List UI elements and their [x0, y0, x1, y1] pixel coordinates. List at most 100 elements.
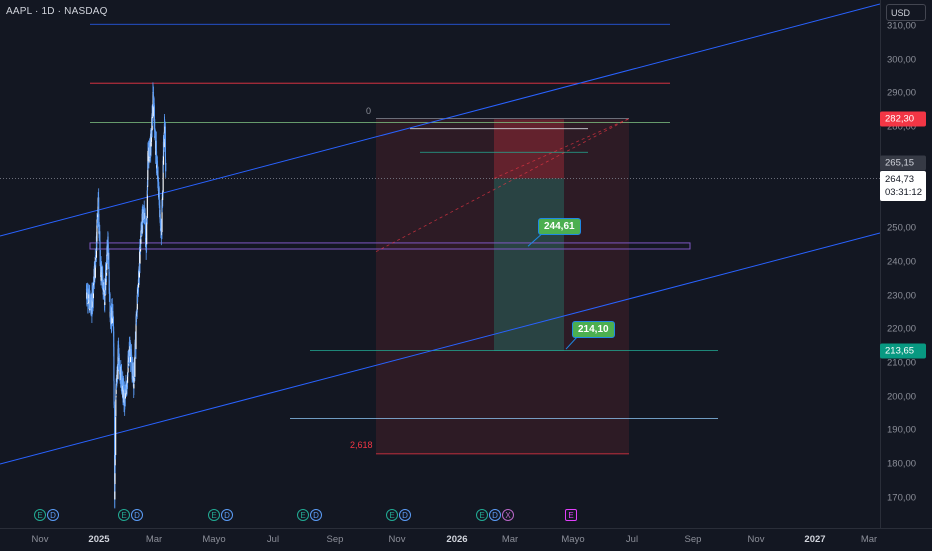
candle-body — [147, 150, 149, 162]
earnings-icon[interactable]: E — [386, 509, 398, 521]
price-tick-label: 210,00 — [887, 357, 917, 369]
candle-body — [156, 162, 158, 165]
callout-pointer-lower — [565, 335, 579, 350]
support-zone — [89, 242, 691, 250]
price-tick-label: 190,00 — [887, 424, 917, 436]
candle-body — [139, 251, 141, 264]
price-chart[interactable] — [0, 0, 880, 528]
target-callout-upper[interactable]: 244,61 — [538, 218, 581, 235]
candle-body — [138, 278, 140, 288]
candle-body — [151, 116, 154, 119]
price-tick-label: 180,00 — [887, 458, 917, 470]
currency-button[interactable]: USD — [886, 4, 926, 21]
candle-body — [158, 194, 160, 206]
candle-body — [99, 240, 101, 257]
candle-body — [162, 192, 164, 201]
candle-body — [157, 175, 159, 186]
candle-body — [114, 404, 116, 481]
channel-upper-line — [0, 3, 880, 237]
candle-body — [92, 301, 94, 308]
candle-body — [150, 141, 152, 147]
candle-body — [164, 126, 166, 165]
candle-body — [119, 371, 121, 375]
chart-canvas[interactable]: AAPL · 1D · NASDAQ 0 2,618 244,61 214,10… — [0, 0, 880, 528]
earnings-icon[interactable]: E — [34, 509, 46, 521]
candle-body — [117, 356, 119, 379]
candle-body — [159, 222, 161, 227]
time-axis-label: Mar — [860, 534, 878, 545]
earnings-icon[interactable]: E — [476, 509, 488, 521]
dividend-icon[interactable]: D — [47, 509, 59, 521]
target-callout-lower[interactable]: 214,10 — [572, 321, 615, 338]
candle-body — [162, 160, 164, 193]
price-tick-label: 280,00 — [887, 121, 917, 133]
candle-body — [145, 228, 147, 246]
candle-body — [114, 484, 116, 500]
candle-body — [161, 232, 163, 236]
candle-body — [108, 252, 110, 267]
time-axis[interactable]: Nov 2025 Mar Mayo Jul Sep Nov 2026 Mar Mayo Jul Sep… — [0, 528, 932, 551]
risk-zone — [494, 119, 564, 179]
price-axis[interactable]: 310,00300,00290,00280,00270,00260,00250,… — [880, 0, 932, 528]
time-axis-label: 2025 — [88, 534, 110, 545]
earnings-icon[interactable]: E — [297, 509, 309, 521]
price-tick-label: 250,00 — [887, 222, 917, 234]
candle-body — [165, 162, 167, 172]
candle-body — [112, 311, 114, 317]
candle-body — [135, 320, 137, 350]
candle-body — [89, 300, 91, 306]
symbol-title[interactable]: AAPL · 1D · NASDAQ — [6, 6, 108, 17]
bar-countdown: 03:31:12 — [885, 187, 922, 198]
price-badge-entry: 265,15 — [880, 155, 926, 171]
candle-body — [89, 294, 91, 302]
candle-body — [113, 380, 115, 405]
candle-body — [114, 455, 116, 466]
candle-body — [86, 292, 88, 299]
price-badge-stop: 282,30 — [880, 111, 926, 127]
event-markers-7[interactable]: E — [565, 509, 577, 523]
dividend-icon[interactable]: D — [399, 509, 411, 521]
candle-body — [106, 245, 108, 256]
dividend-icon[interactable]: D — [489, 509, 501, 521]
candle-body — [140, 228, 142, 231]
price-tick-label: 200,00 — [887, 391, 917, 403]
upcoming-earnings-icon[interactable]: E — [565, 509, 577, 521]
candle-body — [106, 270, 108, 276]
candle-body — [131, 372, 133, 377]
candle-body — [146, 190, 148, 219]
dividend-icon[interactable]: D — [221, 509, 233, 521]
dividend-icon[interactable]: D — [310, 509, 322, 521]
price-tick-label: 310,00 — [887, 20, 917, 32]
stop-loss-zone — [376, 119, 629, 454]
earnings-icon[interactable]: E — [208, 509, 220, 521]
candle-body — [150, 129, 152, 142]
candle-body — [146, 220, 148, 245]
candle-body — [148, 147, 150, 163]
time-axis-label: 2027 — [804, 534, 826, 545]
candle-body — [128, 357, 130, 363]
time-axis-label: Jul — [625, 534, 639, 545]
channel-lower-line — [0, 232, 880, 465]
earnings-icon[interactable]: E — [118, 509, 130, 521]
candle-body — [99, 231, 101, 241]
candle-body — [146, 218, 148, 221]
risk-trend-line — [493, 118, 630, 179]
split-icon[interactable]: X — [502, 509, 514, 521]
candle-body — [124, 392, 126, 399]
candle-body — [113, 346, 115, 381]
price-tick-label: 170,00 — [887, 492, 917, 504]
candle-body — [132, 362, 134, 367]
candle-body — [142, 212, 145, 218]
time-axis-label: Nov — [747, 534, 765, 545]
candle-body — [104, 290, 106, 296]
candle-body — [96, 222, 98, 242]
last-price-value: 264,73 — [885, 174, 915, 185]
dividend-icon[interactable]: D — [131, 509, 143, 521]
time-axis-label: Jul — [266, 534, 280, 545]
